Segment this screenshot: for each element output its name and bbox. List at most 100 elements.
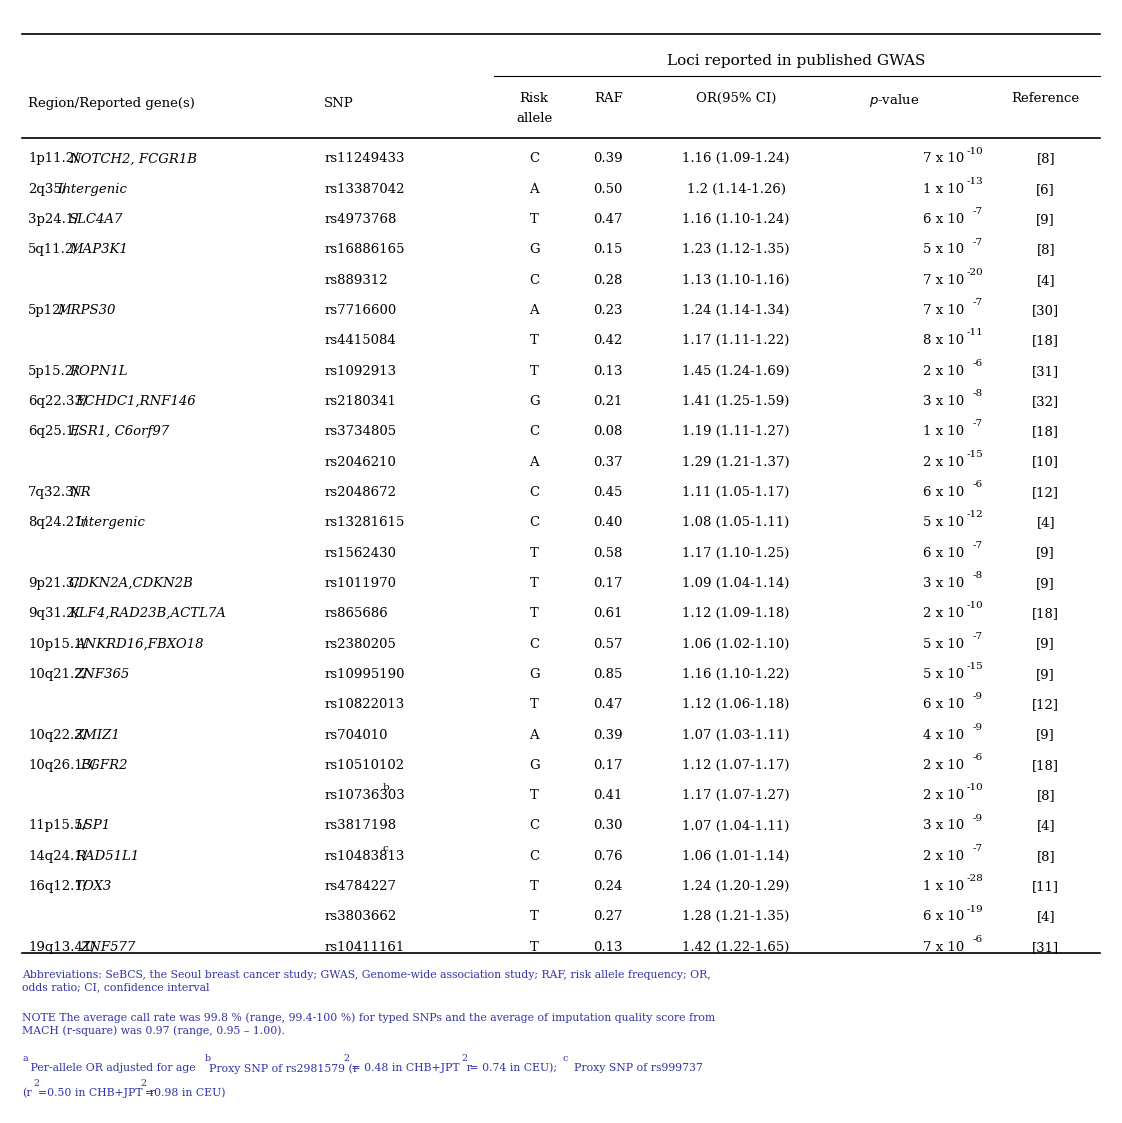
Text: ZNF365: ZNF365 [75, 668, 130, 681]
Text: 2 x 10: 2 x 10 [922, 759, 964, 772]
Text: 0.17: 0.17 [594, 577, 623, 590]
Text: 5 x 10: 5 x 10 [922, 638, 964, 650]
Text: [4]: [4] [1037, 517, 1055, 529]
Text: -20: -20 [966, 267, 983, 277]
Text: ZMIZ1: ZMIZ1 [75, 729, 120, 741]
Text: 2: 2 [343, 1054, 350, 1063]
Text: 1.17 (1.10-1.25): 1.17 (1.10-1.25) [682, 547, 790, 559]
Text: 3 x 10: 3 x 10 [922, 820, 964, 832]
Text: [12]: [12] [1032, 699, 1059, 711]
Text: A: A [530, 304, 539, 317]
Text: 0.08: 0.08 [594, 426, 623, 438]
Text: 7 x 10: 7 x 10 [922, 304, 964, 317]
Text: 14q24.1/: 14q24.1/ [28, 850, 88, 862]
Text: 6 x 10: 6 x 10 [922, 699, 964, 711]
Text: T: T [530, 941, 539, 953]
Text: LSP1: LSP1 [75, 820, 110, 832]
Text: -8: -8 [973, 389, 983, 399]
Text: -13: -13 [966, 176, 983, 186]
Text: Risk: Risk [519, 92, 549, 106]
Text: Per-allele OR adjusted for age: Per-allele OR adjusted for age [27, 1063, 203, 1074]
Text: T: T [530, 699, 539, 711]
Text: G: G [528, 395, 540, 408]
Text: SLC4A7: SLC4A7 [68, 213, 123, 226]
Text: 16q12.1/: 16q12.1/ [28, 880, 88, 893]
Text: 1.16 (1.10-1.22): 1.16 (1.10-1.22) [682, 668, 790, 681]
Text: rs3803662: rs3803662 [324, 911, 396, 923]
Text: FGFR2: FGFR2 [81, 759, 128, 772]
Text: 1.17 (1.07-1.27): 1.17 (1.07-1.27) [682, 789, 790, 802]
Text: 1.28 (1.21-1.35): 1.28 (1.21-1.35) [682, 911, 790, 923]
Text: 1.16 (1.09-1.24): 1.16 (1.09-1.24) [682, 153, 790, 165]
Text: 5p15.2/: 5p15.2/ [28, 365, 79, 377]
Text: 0.85: 0.85 [594, 668, 623, 681]
Text: 1.07 (1.04-1.11): 1.07 (1.04-1.11) [682, 820, 790, 832]
Text: 0.39: 0.39 [594, 153, 623, 165]
Text: [12]: [12] [1032, 486, 1059, 499]
Text: 0.37: 0.37 [594, 456, 623, 468]
Text: NOTCH2, FCGR1B: NOTCH2, FCGR1B [68, 153, 196, 165]
Text: C: C [528, 274, 540, 286]
Text: -10: -10 [966, 601, 983, 611]
Text: 0.21: 0.21 [594, 395, 623, 408]
Text: 6 x 10: 6 x 10 [922, 213, 964, 226]
Text: C: C [528, 153, 540, 165]
Text: 10q22.3/: 10q22.3/ [28, 729, 88, 741]
Text: -11: -11 [966, 328, 983, 338]
Text: ANKRD16,FBXO18: ANKRD16,FBXO18 [75, 638, 203, 650]
Text: rs2046210: rs2046210 [324, 456, 396, 468]
Text: rs3734805: rs3734805 [324, 426, 396, 438]
Text: 9p21.3/: 9p21.3/ [28, 577, 79, 590]
Text: [8]: [8] [1037, 153, 1055, 165]
Text: 5p12/: 5p12/ [28, 304, 66, 317]
Text: [18]: [18] [1032, 759, 1059, 772]
Text: rs3817198: rs3817198 [324, 820, 396, 832]
Text: [9]: [9] [1037, 729, 1055, 741]
Text: =0.98 in CEU): =0.98 in CEU) [145, 1088, 226, 1098]
Text: Region/Reported gene(s): Region/Reported gene(s) [28, 97, 195, 110]
Text: [10]: [10] [1032, 456, 1059, 468]
Text: [11]: [11] [1032, 880, 1059, 893]
Text: C: C [528, 517, 540, 529]
Text: 6q25.1/: 6q25.1/ [28, 426, 79, 438]
Text: rs4415084: rs4415084 [324, 335, 396, 347]
Text: 2: 2 [34, 1079, 39, 1088]
Text: 0.30: 0.30 [594, 820, 623, 832]
Text: -9: -9 [973, 692, 983, 702]
Text: 1.11 (1.05-1.17): 1.11 (1.05-1.17) [682, 486, 790, 499]
Text: rs2380205: rs2380205 [324, 638, 396, 650]
Text: SNP: SNP [324, 97, 355, 110]
Text: 4 x 10: 4 x 10 [922, 729, 964, 741]
Text: -15: -15 [966, 661, 983, 672]
Text: 0.47: 0.47 [594, 213, 623, 226]
Text: [18]: [18] [1032, 608, 1059, 620]
Text: -15: -15 [966, 449, 983, 459]
Text: = 0.48 in CHB+JPT  r: = 0.48 in CHB+JPT r [348, 1063, 472, 1074]
Text: c: c [383, 843, 388, 853]
Text: 1.45 (1.24-1.69): 1.45 (1.24-1.69) [682, 365, 790, 377]
Text: 2: 2 [461, 1054, 468, 1063]
Text: C: C [528, 850, 540, 862]
Text: 0.57: 0.57 [594, 638, 623, 650]
Text: -28: -28 [966, 874, 983, 884]
Text: A: A [530, 729, 539, 741]
Text: 1.24 (1.20-1.29): 1.24 (1.20-1.29) [682, 880, 790, 893]
Text: C: C [528, 426, 540, 438]
Text: rs4784227: rs4784227 [324, 880, 396, 893]
Text: [8]: [8] [1037, 244, 1055, 256]
Text: [18]: [18] [1032, 426, 1059, 438]
Text: 3 x 10: 3 x 10 [922, 395, 964, 408]
Text: 1.07 (1.03-1.11): 1.07 (1.03-1.11) [682, 729, 790, 741]
Text: [31]: [31] [1032, 365, 1059, 377]
Text: [8]: [8] [1037, 850, 1055, 862]
Text: 0.28: 0.28 [594, 274, 623, 286]
Text: 1.06 (1.01-1.14): 1.06 (1.01-1.14) [682, 850, 790, 862]
Text: Proxy SNP of rs999737: Proxy SNP of rs999737 [568, 1063, 703, 1074]
Text: [9]: [9] [1037, 547, 1055, 559]
Text: Loci reported in published GWAS: Loci reported in published GWAS [668, 54, 926, 67]
Text: 11p15.5/: 11p15.5/ [28, 820, 88, 832]
Text: 1 x 10: 1 x 10 [922, 880, 964, 893]
Text: 7 x 10: 7 x 10 [922, 153, 964, 165]
Text: -8: -8 [973, 570, 983, 581]
Text: OR(95% CI): OR(95% CI) [696, 92, 776, 106]
